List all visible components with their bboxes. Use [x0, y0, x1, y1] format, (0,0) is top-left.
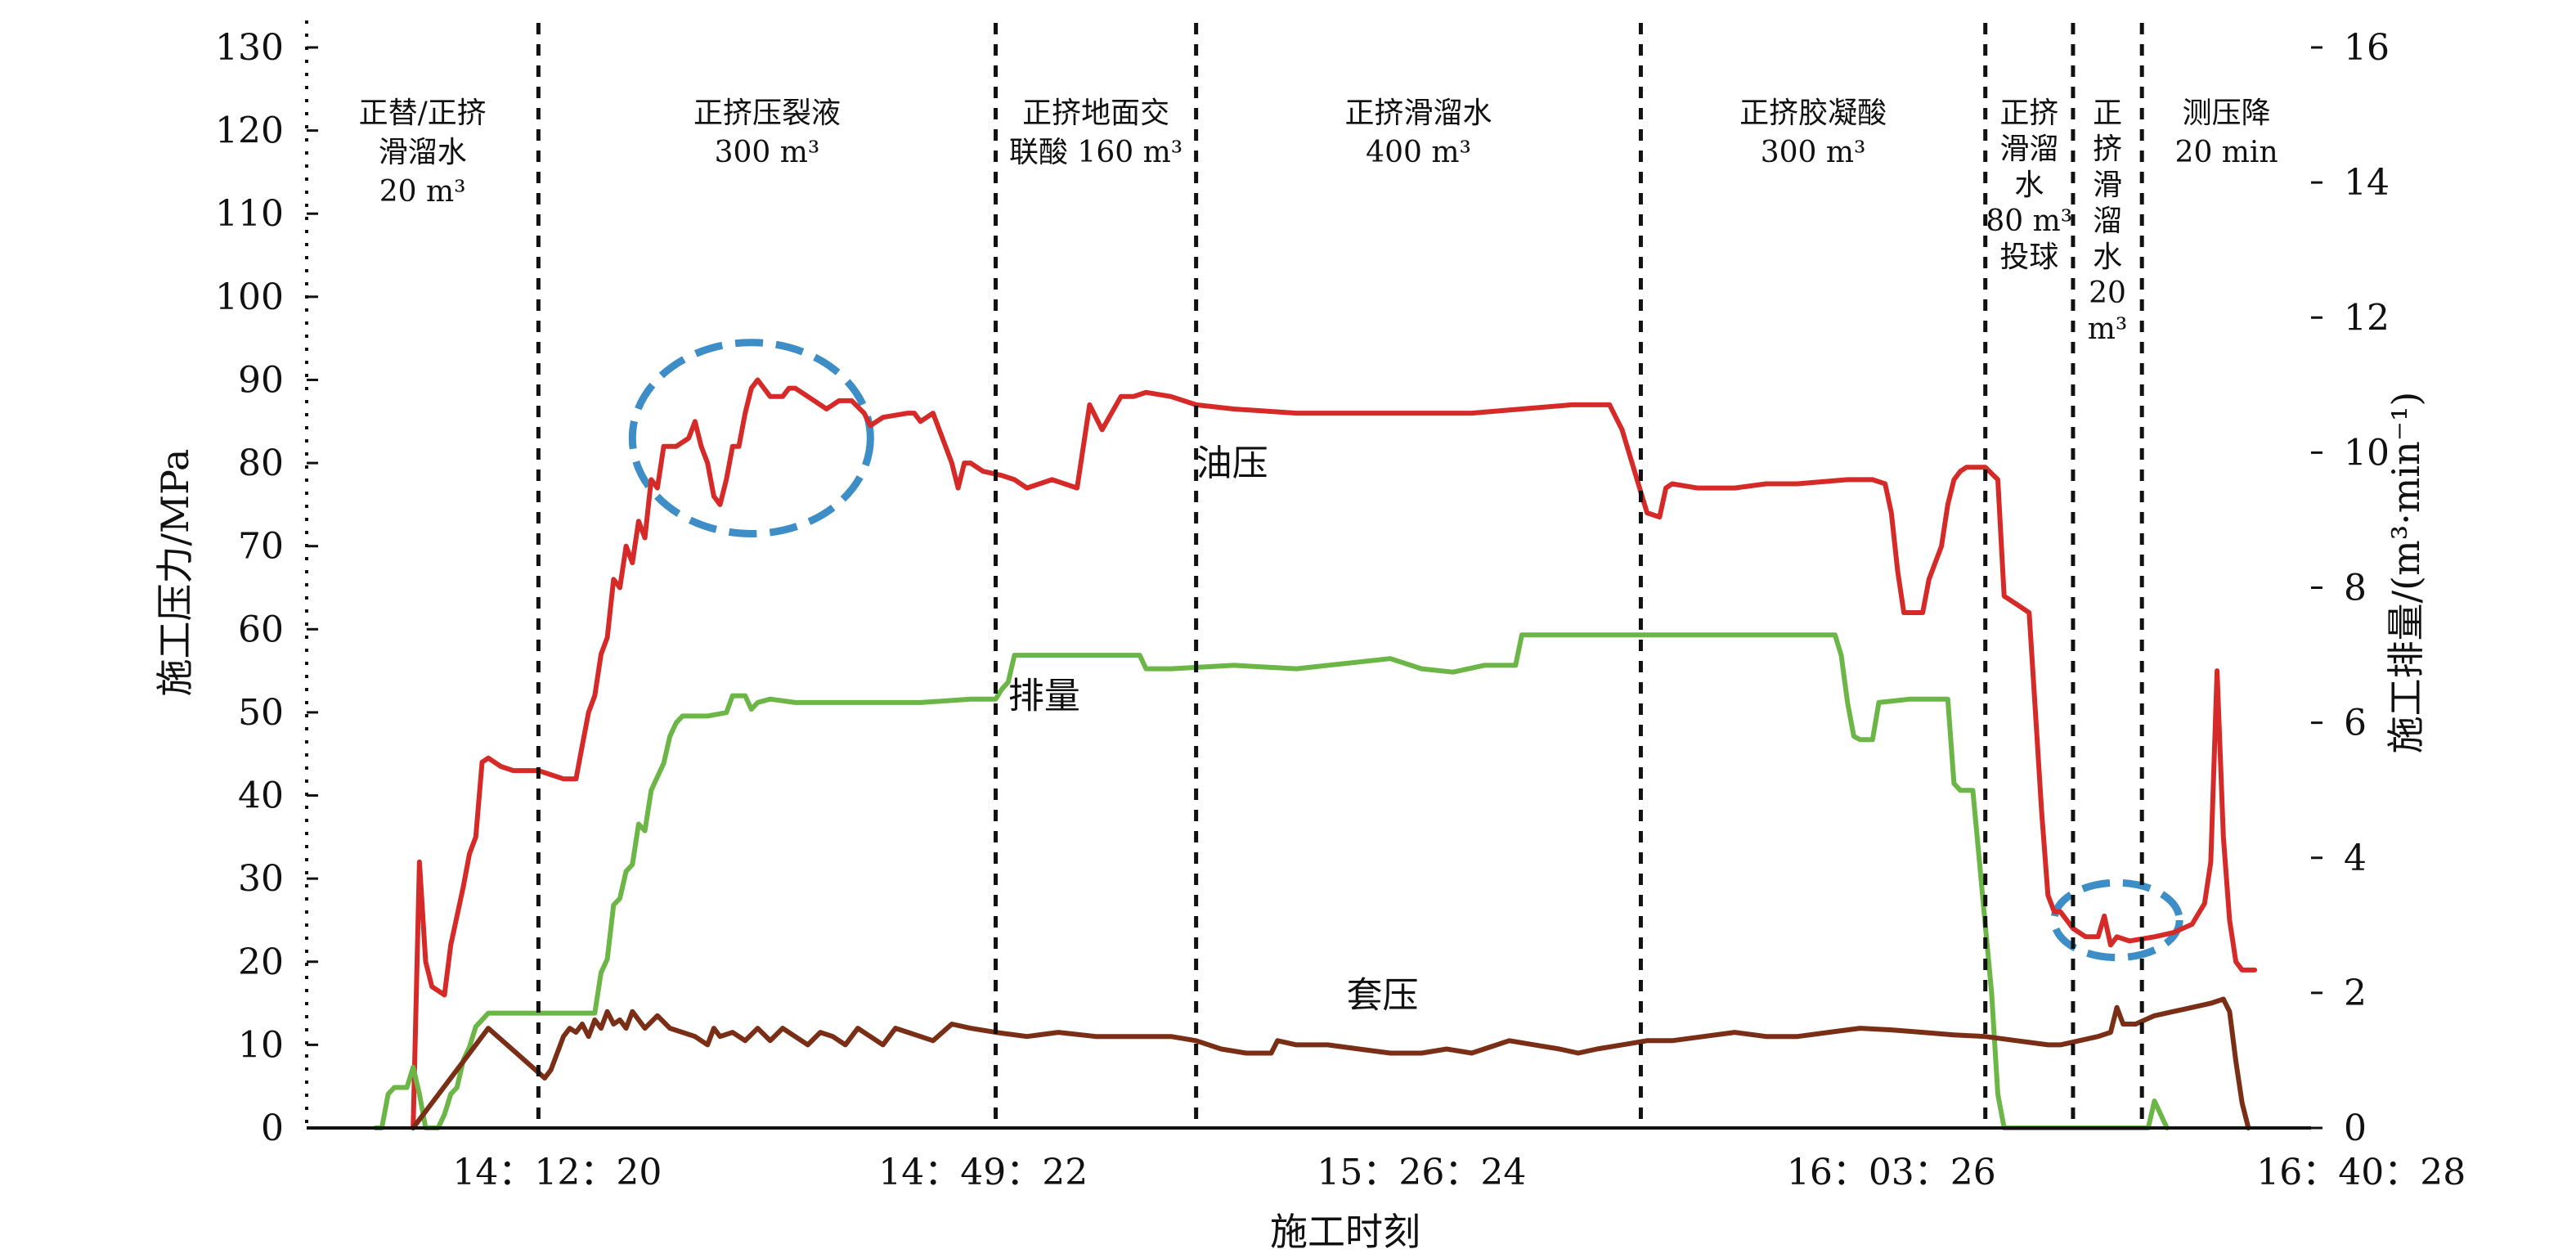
left-tick-label: 100: [215, 276, 284, 318]
left-y-ticks: 0 10 20 30 40 50 60 70 80 90 100 110 120 130: [215, 27, 318, 1149]
stage-label-line: 正替/正挤: [359, 97, 487, 130]
x-tick-label: 14：12：20: [452, 1152, 662, 1193]
x-tick-label: 15：26：24: [1317, 1152, 1526, 1193]
series-line-1: [411, 377, 2258, 1130]
left-tick-label: 50: [238, 692, 284, 734]
series-annotation: 套压: [1346, 974, 1418, 1016]
right-y-axis-title: 施工排量/(m³·min⁻¹): [2384, 392, 2428, 754]
stage-label-line: m³: [2088, 312, 2128, 346]
left-tick-label: 20: [238, 941, 284, 983]
left-tick-label: 110: [215, 193, 284, 235]
right-y-ticks: 0 2 4 6 8 10 12 14 16: [2311, 27, 2390, 1149]
stage-label-line: 80 m³: [1986, 204, 2072, 238]
highlight-ellipses: [628, 339, 2183, 962]
series-line-2: [373, 632, 2170, 1130]
x-tick-label: 14：49：22: [878, 1152, 1088, 1193]
right-tick-label: 6: [2344, 703, 2367, 744]
stage-label-line: 正挤: [1999, 97, 2058, 130]
x-axis-title: 施工时刻: [1270, 1210, 1420, 1254]
stage-label-line: 正挤地面交: [1022, 97, 1169, 130]
right-tick-label: 10: [2344, 432, 2390, 474]
left-tick-label: 10: [238, 1024, 284, 1066]
left-tick-label: 70: [238, 526, 284, 568]
left-tick-label: 0: [261, 1107, 284, 1149]
left-tick-label: 90: [238, 359, 284, 401]
series-annotation: 油压: [1196, 443, 1268, 484]
right-tick-label: 16: [2344, 27, 2390, 69]
stage-label-line: 正挤胶凝酸: [1739, 97, 1887, 130]
left-tick-label: 120: [215, 110, 284, 152]
stage-label-line: 400 m³: [1366, 136, 1471, 169]
x-ticks: 14：12：20 14：49：22 15：26：24 16：03：26 16：40：28…: [452, 1152, 2466, 1193]
stage-label: 正挤压裂液 300 m³: [693, 97, 841, 169]
right-tick-label: 12: [2344, 297, 2390, 339]
right-tick-label: 8: [2344, 568, 2367, 609]
left-tick-label: 30: [238, 858, 284, 900]
x-tick-label: 16：40：28: [2256, 1152, 2466, 1193]
stage-label-line: 滑溜: [1999, 133, 2058, 166]
left-tick-label: 130: [215, 27, 284, 69]
stage-label-line: 挤: [2093, 133, 2122, 166]
stage-label-line: 溜: [2093, 204, 2122, 238]
stage-label-line: 水: [2093, 240, 2122, 274]
right-tick-label: 0: [2344, 1107, 2367, 1149]
series-annotation: 排量: [1008, 676, 1080, 717]
stage-label-line: 正挤压裂液: [693, 97, 841, 130]
stage-label: 正替/正挤滑溜水 20 m³: [359, 97, 487, 209]
stage-label-line: 测压降: [2183, 97, 2271, 130]
stage-label-line: 联酸 160 m³: [1009, 136, 1183, 169]
left-tick-label: 60: [238, 609, 284, 650]
stage-label-line: 20: [2089, 276, 2126, 310]
axes: [305, 20, 2311, 1130]
left-tick-label: 40: [238, 775, 284, 817]
right-tick-label: 2: [2344, 973, 2367, 1014]
stage-label-line: 20 m³: [379, 175, 466, 209]
left-tick-label: 80: [238, 443, 284, 484]
stage-label-line: 滑: [2093, 168, 2122, 202]
x-tick-label: 16：03：26: [1787, 1152, 1996, 1193]
stage-label-line: 滑溜水: [379, 136, 467, 169]
stage-label: 正挤胶凝酸 300 m³: [1739, 97, 1887, 169]
stage-label: 正挤滑溜水 400 m³: [1345, 97, 1492, 169]
stage-label-line: 正: [2093, 97, 2122, 130]
series-lines: [373, 377, 2258, 1130]
highlight-ellipse: [2050, 878, 2183, 962]
stage-label-line: 正挤滑溜水: [1345, 97, 1492, 130]
stage-label-line: 300 m³: [715, 136, 820, 169]
stage-label: 测压降 20 min: [2175, 97, 2278, 169]
series-line-3: [411, 996, 2251, 1130]
right-tick-label: 14: [2344, 162, 2390, 204]
stage-label-line: 300 m³: [1761, 136, 1866, 169]
stage-label-line: 水: [2014, 168, 2044, 202]
left-y-axis-title: 施工压力/MPa: [153, 449, 197, 697]
stage-label-line: 20 min: [2175, 136, 2278, 169]
stage-label-line: 投球: [1999, 240, 2058, 274]
stage-boundaries: [536, 23, 2144, 1128]
highlight-ellipse: [628, 339, 874, 537]
right-tick-label: 4: [2344, 838, 2367, 879]
